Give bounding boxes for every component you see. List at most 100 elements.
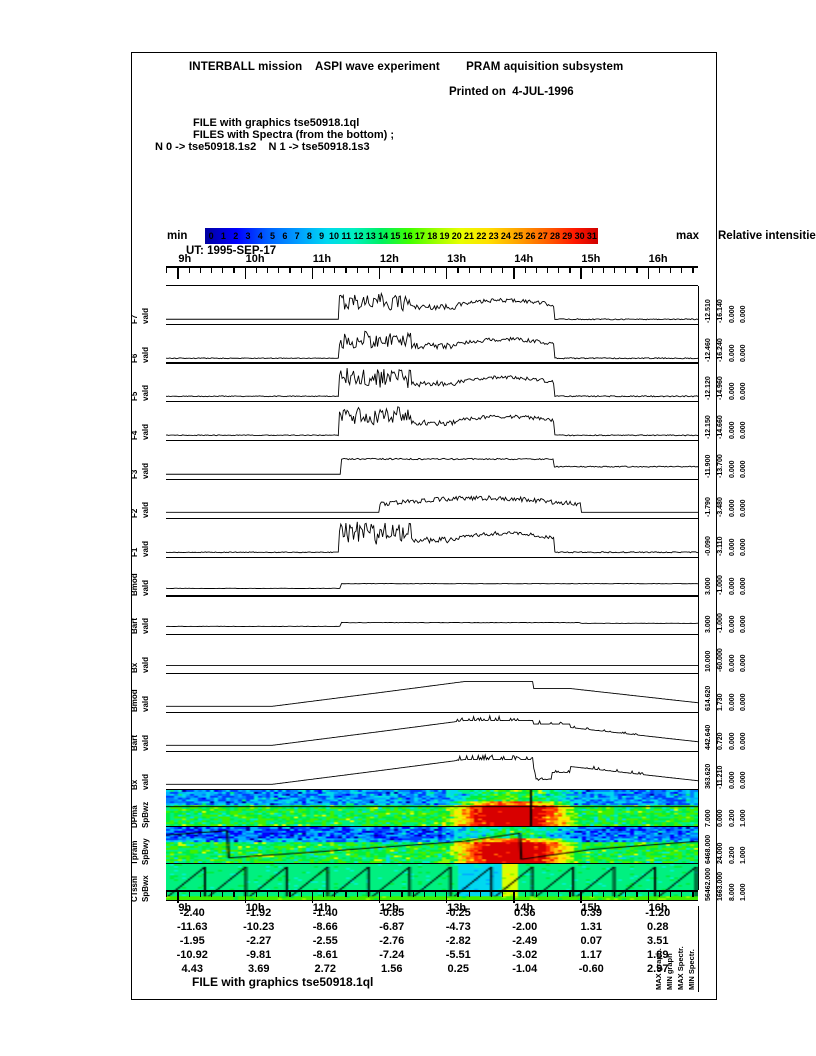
plot-area	[166, 864, 698, 900]
panel-right-values: -12.150 -14.660 0.000 0.000	[700, 402, 752, 442]
panel-value-1: 0.000	[717, 809, 724, 828]
panel-name-CTssnl: CTssnl	[130, 875, 139, 902]
colorbar-tick-30: 30	[574, 231, 585, 241]
axis-tick-minor	[278, 890, 280, 897]
axis-tick-major	[378, 266, 381, 279]
axis-tick-minor	[211, 266, 213, 273]
axis-tick-minor	[423, 266, 425, 273]
spectrogram-panel-tpram: Tpram SpBwy 6468.000 24.000 0.200 1.000	[130, 826, 747, 865]
panel-value-1: -1.000	[717, 574, 724, 595]
axis-tick-minor	[434, 266, 437, 273]
panel-left-label: F1 vald	[124, 519, 164, 559]
panel-value-3: 0.000	[740, 499, 747, 517]
axis-tick-minor	[390, 890, 392, 897]
minmax-legend: MAX graph. MIN graph MAX Spectr. MIN Spe…	[652, 912, 712, 992]
panel-sublabel: vald	[141, 463, 150, 480]
axis-tick-major	[513, 266, 515, 279]
trace-panel-bx-12: Bx vald 363.620 -11.210 0.000 0.000	[130, 750, 747, 791]
panel-left-label: Bart vald	[124, 596, 164, 636]
axis-hour-label-15h: 15h	[581, 902, 601, 914]
axis-hour-label-14h: 14h	[514, 902, 534, 914]
axis-tick-minor	[323, 890, 325, 897]
trace-panel-bmod-7: Bmod vald 3.000 -1.000 0.000 0.000	[130, 556, 747, 597]
panel-value-1: -3.480	[717, 497, 724, 517]
table-cell-r0-c6: 0.39	[580, 907, 602, 919]
axis-tick-major	[177, 266, 179, 279]
axis-tick-minor	[166, 266, 168, 273]
table-cell-r4-c7: 2.97	[647, 963, 669, 975]
axis-tick-major	[446, 890, 448, 903]
colorbar-tick-27: 27	[537, 231, 548, 241]
panel-sublabel: SpBwy	[141, 838, 150, 866]
axis-tick-minor	[323, 266, 325, 273]
colorbar-gradient	[205, 228, 598, 244]
table-cell-r1-c5: -2.00	[512, 921, 538, 933]
table-cell-r3-c7: 1.89	[647, 949, 669, 961]
panel-value-0: 6468.000	[705, 834, 712, 865]
table-cell-r1-c2: -8.66	[312, 921, 338, 933]
plot-area	[166, 325, 698, 363]
table-row: -2.40 -1.92 -1.40 -0.85 -0.25 0.36 0.39 -1.20	[166, 906, 698, 920]
colorbar-tick-29: 29	[562, 231, 573, 241]
axis-tick-minor	[602, 890, 605, 897]
axis-tick-minor	[457, 890, 459, 897]
colorbar-tick-4: 4	[257, 231, 263, 241]
colorbar-tick-19: 19	[439, 231, 450, 241]
table-cell-r3-c4: -5.51	[445, 949, 471, 961]
panel-right-values: 10.000 -60.000 0.000 0.000	[700, 635, 752, 675]
panel-name-Bx: Bx	[130, 779, 139, 790]
panel-value-3: 0.000	[740, 576, 747, 595]
axis-tick-minor	[614, 266, 616, 273]
panel-value-1: 24.000	[717, 842, 724, 865]
trace-panel-f4-3: F4 vald -12.150 -14.660 0.000 0.000	[130, 401, 747, 442]
panel-sublabel: vald	[141, 501, 150, 518]
colorbar-tick-10: 10	[328, 231, 339, 241]
axis-tick-minor	[546, 266, 549, 273]
plot-area	[166, 635, 698, 673]
axis-hour-label-16h: 16h	[648, 253, 668, 265]
axis-hour-label-11h: 11h	[312, 253, 332, 265]
axis-tick-minor	[658, 266, 661, 273]
panel-sublabel: vald	[141, 385, 150, 402]
panel-value-0: -0.090	[705, 535, 712, 556]
colorbar-tick-labels: 0 1 2 3 4 5 6 7 8 9 10 11 12 13 14 15 16 17 18 19 20 21 22 23 24…	[205, 228, 598, 244]
printed-on: Printed on 4-JUL-1996	[449, 86, 574, 98]
colorbar-max-label: max	[676, 230, 700, 242]
panel-value-0: -12.150	[705, 415, 712, 440]
axis-tick-minor	[188, 266, 190, 273]
axis-tick-minor	[199, 890, 202, 897]
panel-value-3: 0.000	[740, 305, 747, 323]
table-cell-r4-c6: -0.60	[578, 963, 604, 975]
panel-value-1: 0.720	[717, 732, 724, 750]
axis-tick-minor	[670, 890, 672, 897]
files-with-spectra: FILES with Spectra (from the bottom) ;	[193, 129, 395, 141]
axis-tick-minor	[569, 890, 571, 897]
colorbar-tick-5: 5	[270, 231, 276, 241]
axis-tick-major	[647, 890, 649, 903]
axis-hour-label-9h: 9h	[178, 253, 192, 265]
panel-right-values: 7.000 0.000 0.200 1.000	[700, 790, 752, 830]
panel-right-values: -12.510 -16.140 0.000 0.000	[700, 286, 752, 326]
spectrogram-panel-ctssnl: CTssnl SpBwx 56462.000 1663.000 8.000 1.000	[130, 863, 747, 902]
axis-tick-major	[580, 266, 582, 279]
axis-tick-minor	[614, 890, 616, 897]
panel-name-F2: F2	[130, 508, 139, 518]
axis-tick-minor	[546, 890, 549, 897]
axis-tick-minor	[681, 890, 683, 897]
panel-value-3: 1.000	[740, 809, 747, 828]
axis-tick-minor	[401, 890, 403, 897]
table-cell-r4-c1: 3.69	[248, 963, 270, 975]
plot-area	[166, 790, 698, 827]
panel-left-label: F3 vald	[124, 441, 164, 481]
colorbar-tick-2: 2	[233, 231, 239, 241]
table-footer-file: FILE with graphics tse50918.1ql	[192, 975, 374, 989]
axis-tick-minor	[255, 890, 258, 897]
panel-value-2: 0.000	[729, 460, 736, 479]
panel-name-F1: F1	[130, 547, 139, 557]
panel-value-3: 0.000	[740, 382, 747, 401]
table-cell-r1-c7: 0.28	[647, 921, 669, 933]
colorbar-tick-22: 22	[476, 231, 487, 241]
axis-tick-minor	[423, 890, 425, 897]
table-cell-r2-c7: 3.51	[647, 935, 669, 947]
panel-value-3: 0.000	[740, 615, 747, 634]
